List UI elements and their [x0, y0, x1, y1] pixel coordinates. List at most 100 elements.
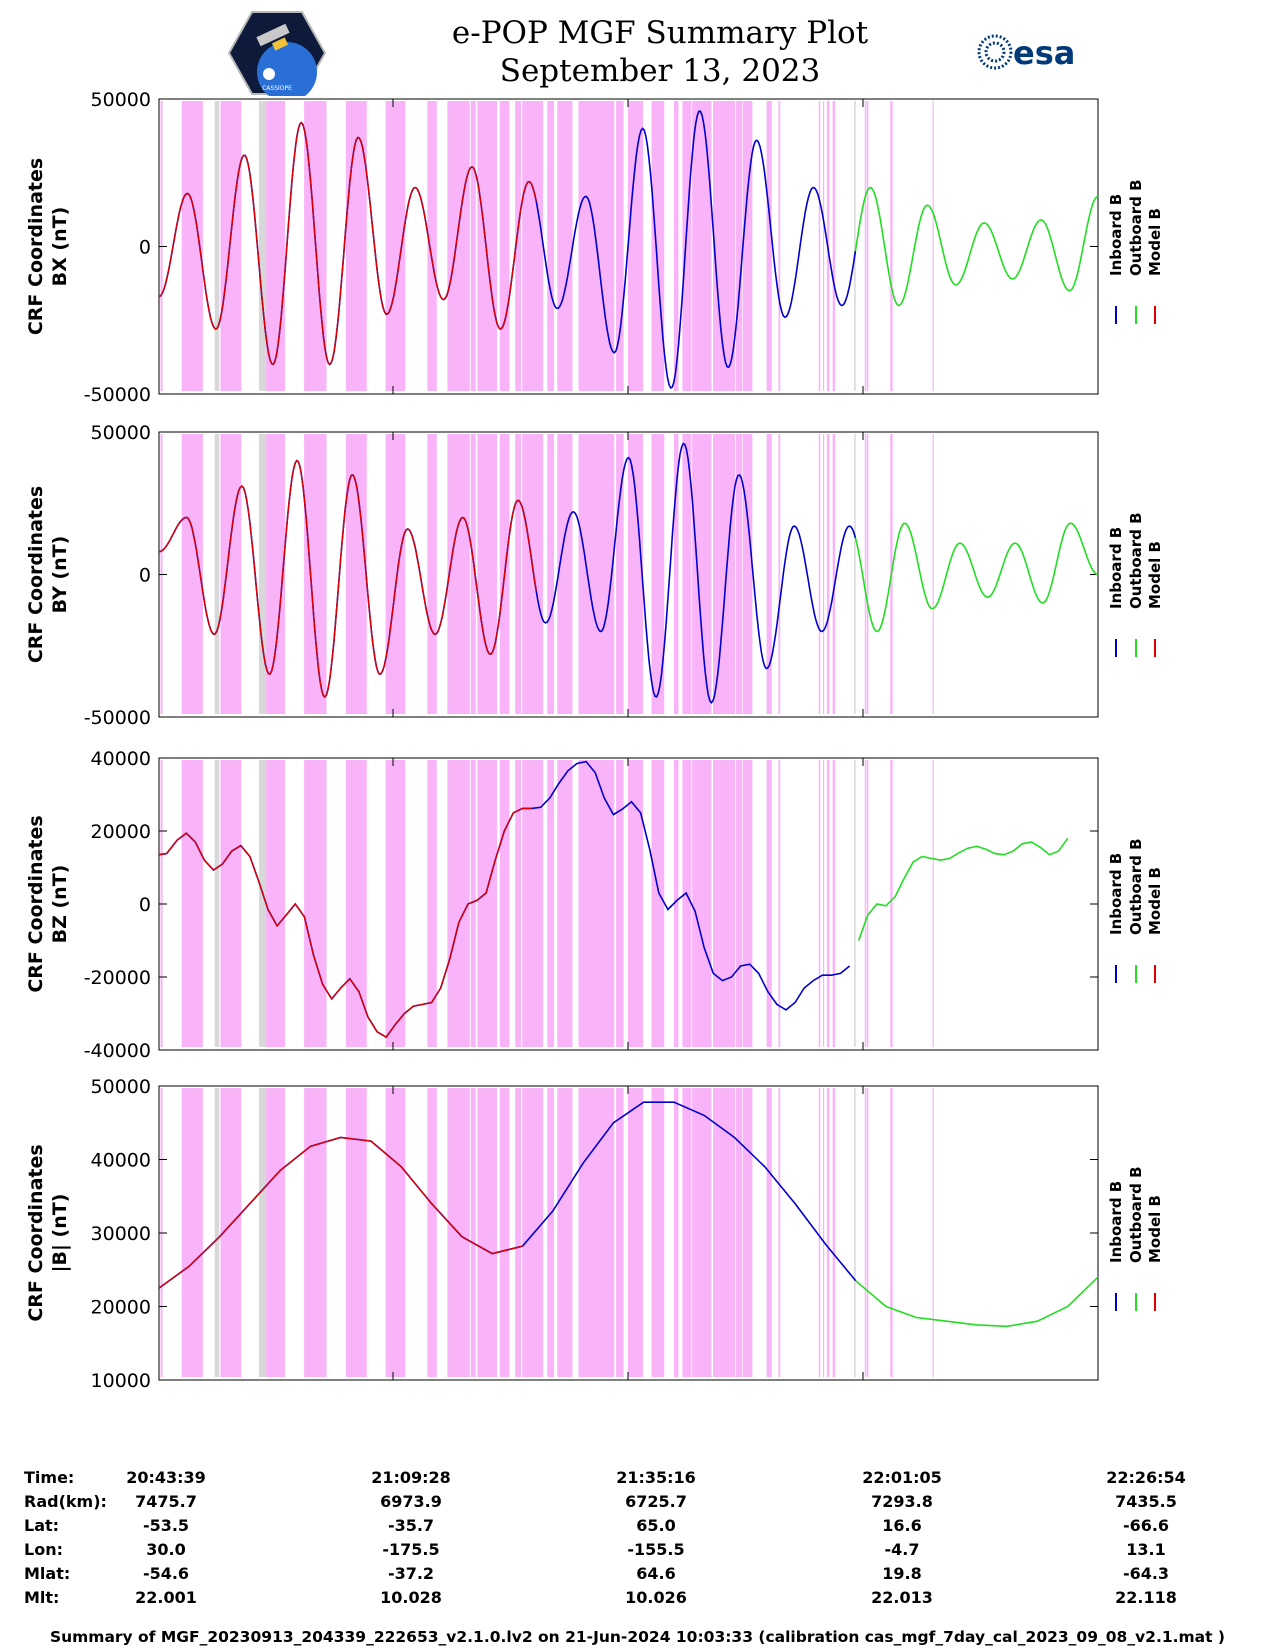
- cell-rad: 6973.9: [380, 1492, 442, 1511]
- magenta-interval: [866, 1088, 869, 1377]
- legend-label: Model B: [1146, 208, 1164, 276]
- magenta-interval: [713, 101, 736, 391]
- magenta-interval: [826, 434, 830, 714]
- magenta-interval: [832, 1088, 836, 1377]
- magenta-interval: [477, 101, 498, 391]
- magenta-interval: [866, 101, 869, 391]
- legend-label: Outboard B: [1127, 838, 1145, 935]
- magenta-interval: [627, 1088, 644, 1377]
- outboard-series-line: [857, 837, 1069, 941]
- magenta-interval: [778, 434, 781, 714]
- cell-time: 21:35:16: [616, 1468, 696, 1487]
- y-tick-label: 20000: [91, 821, 151, 843]
- model-series-line: [158, 807, 532, 1039]
- cell-lat: -53.5: [142, 1516, 190, 1535]
- cell-mlt: 22.001: [135, 1588, 197, 1607]
- y-tick-label: 20000: [91, 1297, 151, 1319]
- magenta-interval: [470, 1088, 476, 1377]
- magenta-interval: [499, 101, 510, 391]
- magenta-interval: [345, 760, 367, 1047]
- magenta-interval: [547, 434, 554, 714]
- y-axis-label: CRF Coordinates: [25, 815, 47, 992]
- magenta-interval: [262, 1088, 286, 1377]
- magenta-interval: [627, 434, 644, 714]
- cassiope-logo-text: CASSIOPE: [262, 85, 292, 92]
- cell-lat: -66.6: [1122, 1516, 1170, 1535]
- magenta-interval: [470, 760, 476, 1047]
- y-tick-label: -50000: [84, 384, 151, 406]
- cell-lon: -175.5: [382, 1540, 440, 1559]
- cell-rad: 7293.8: [871, 1492, 933, 1511]
- legend-label: Inboard B: [1107, 527, 1125, 609]
- magenta-interval: [818, 760, 821, 1047]
- row-label-mlt: Mlt:: [24, 1588, 60, 1607]
- magenta-interval: [818, 1088, 821, 1377]
- y-axis-label: CRF Coordinates: [25, 158, 47, 335]
- magenta-interval: [557, 101, 573, 391]
- magenta-interval: [304, 1088, 327, 1377]
- magenta-interval: [692, 434, 712, 714]
- magenta-interval: [742, 101, 753, 391]
- cell-mlt: 10.026: [625, 1588, 687, 1607]
- magenta-interval: [385, 101, 406, 391]
- magenta-interval: [557, 760, 573, 1047]
- magenta-interval: [345, 101, 367, 391]
- model-series-line: [158, 121, 537, 366]
- magenta-interval: [499, 760, 510, 1047]
- magenta-interval: [181, 434, 203, 714]
- magenta-interval: [578, 434, 615, 714]
- magenta-interval: [822, 434, 825, 714]
- gray-interval: [258, 101, 267, 391]
- cell-time: 22:01:05: [862, 1468, 942, 1487]
- magenta-interval: [766, 760, 772, 1047]
- legend-label: Model B: [1146, 541, 1164, 609]
- magenta-interval: [547, 760, 554, 1047]
- legend-label: Inboard B: [1107, 194, 1125, 276]
- magenta-interval: [627, 101, 644, 391]
- magenta-interval: [766, 434, 772, 714]
- legend-label: Model B: [1146, 1195, 1164, 1263]
- y-axis-label: CRF Coordinates: [25, 486, 47, 663]
- row-label-mlat: Mlat:: [24, 1564, 71, 1583]
- magenta-interval: [262, 434, 286, 714]
- magenta-interval: [427, 101, 437, 391]
- y-tick-label: 0: [139, 565, 151, 587]
- magenta-interval: [345, 434, 367, 714]
- magenta-interval: [766, 1088, 772, 1377]
- outboard-series-line: [853, 522, 1099, 633]
- magenta-interval: [547, 101, 554, 391]
- gray-interval: [854, 434, 856, 714]
- y-axis-label: BZ (nT): [49, 865, 71, 944]
- y-tick-label: 30000: [91, 1223, 151, 1245]
- magenta-interval: [616, 101, 624, 391]
- cell-mlt: 22.013: [871, 1588, 933, 1607]
- cell-mlt: 10.028: [380, 1588, 442, 1607]
- magenta-interval: [515, 1088, 521, 1377]
- legend-label: Inboard B: [1107, 1181, 1125, 1263]
- magenta-interval: [713, 434, 736, 714]
- magenta-interval: [818, 101, 821, 391]
- magenta-interval: [616, 1088, 624, 1377]
- gray-interval: [854, 760, 856, 1047]
- magenta-interval: [447, 434, 470, 714]
- row-label-lat: Lat:: [24, 1516, 60, 1535]
- esa-logo-text: esa: [1013, 34, 1075, 72]
- magenta-interval: [262, 760, 286, 1047]
- magenta-interval: [673, 760, 679, 1047]
- magenta-interval: [742, 760, 753, 1047]
- gray-interval: [854, 1088, 856, 1377]
- y-tick-label: 50000: [91, 422, 151, 444]
- magenta-interval: [864, 434, 866, 714]
- cell-time: 22:26:54: [1106, 1468, 1186, 1487]
- y-tick-label: 40000: [91, 748, 151, 770]
- magenta-interval: [692, 101, 712, 391]
- cell-lon: -155.5: [627, 1540, 685, 1559]
- magenta-interval: [778, 760, 781, 1047]
- y-axis-label: BY (nT): [49, 536, 71, 614]
- magenta-interval: [515, 434, 521, 714]
- magenta-interval: [470, 434, 476, 714]
- legend-label: Inboard B: [1107, 853, 1125, 935]
- legend-label: Model B: [1146, 867, 1164, 935]
- magenta-interval: [682, 101, 692, 391]
